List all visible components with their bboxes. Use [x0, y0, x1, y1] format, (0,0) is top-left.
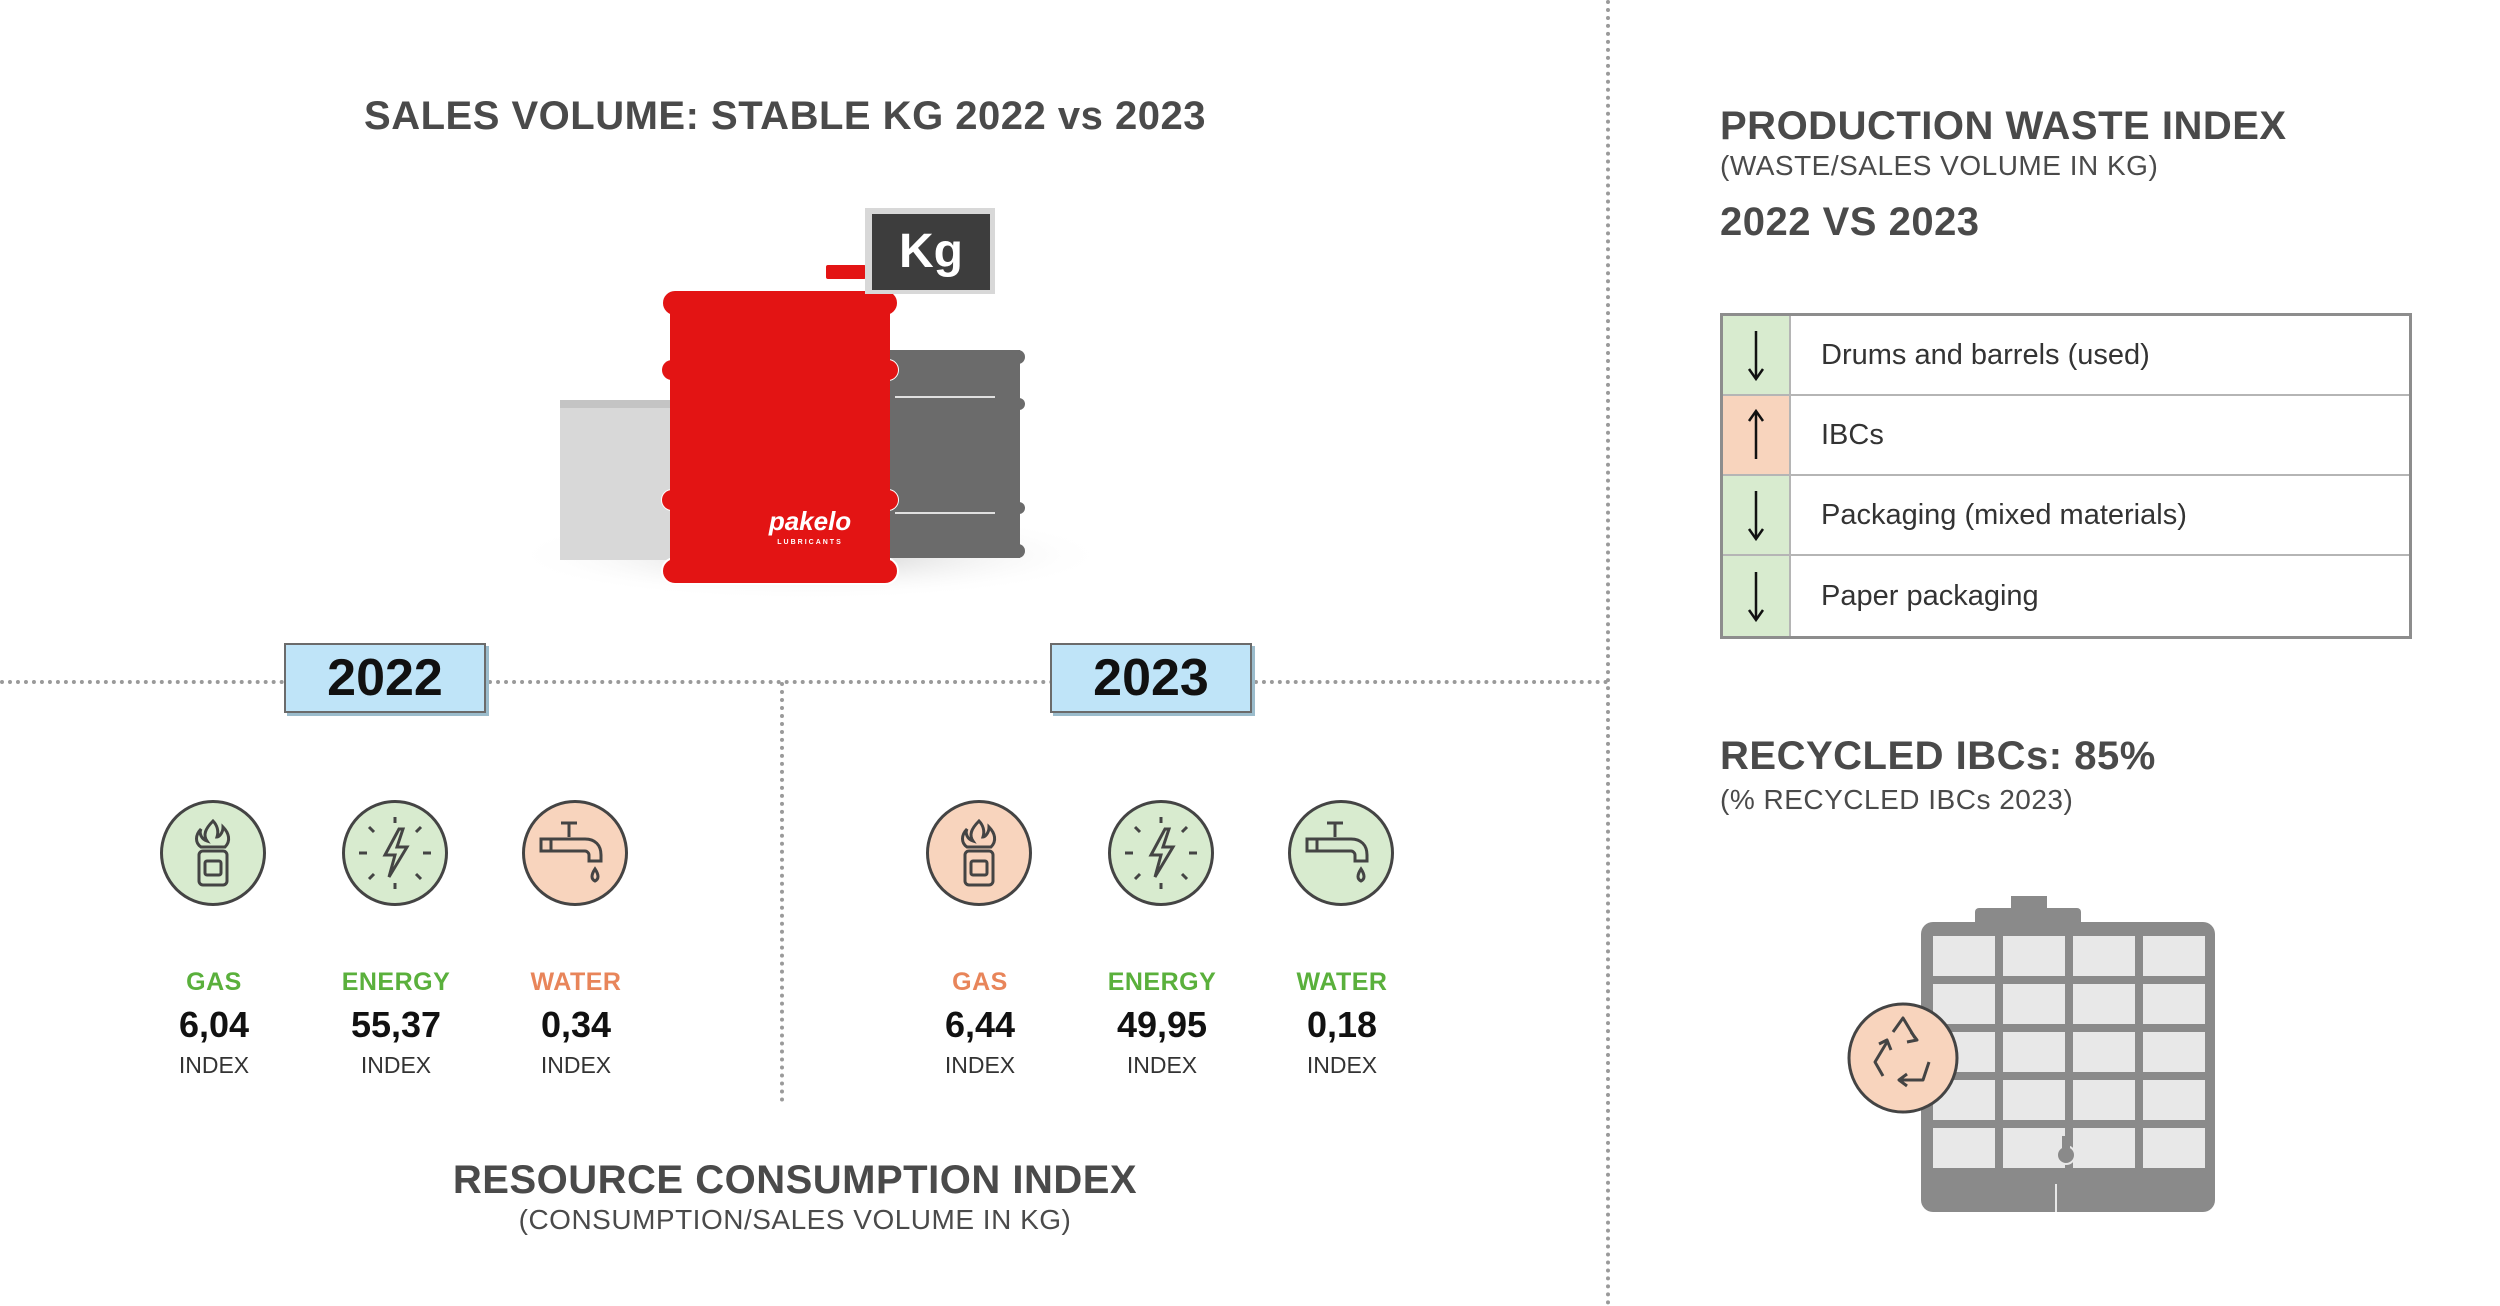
waste-title: PRODUCTION WASTE INDEX [1720, 104, 2287, 148]
waste-comparison: 2022 VS 2023 [1720, 200, 1980, 244]
brand-logo-text: pakelo [768, 506, 851, 536]
waste-subtitle: (WASTE/SALES VOLUME IN KG) [1720, 150, 2159, 181]
gas-icon [926, 800, 1032, 906]
water-value-2022: 0,34 [540, 1004, 612, 1045]
table-row: IBCs [1723, 396, 2409, 476]
lightning-icon [342, 800, 448, 906]
gas-index-2023: INDEX [944, 1052, 1016, 1078]
energy-index-2023: INDEX [1126, 1052, 1198, 1078]
water-index-2023: INDEX [1306, 1052, 1378, 1078]
vertical-divider-years [780, 682, 784, 1102]
gas-icon [160, 800, 266, 906]
arrow-down-icon [1723, 556, 1791, 636]
consumption-subtitle: (CONSUMPTION/SALES VOLUME IN KG) [518, 1204, 1072, 1235]
waste-table: Drums and barrels (used) IBCs Packaging … [1720, 313, 2412, 639]
recycled-subtitle: (% RECYCLED IBCs 2023) [1720, 784, 2074, 815]
horizontal-divider-right [1254, 680, 1608, 684]
arrow-up-icon [1723, 396, 1791, 474]
gas-index-2022: INDEX [178, 1052, 250, 1078]
waste-row-label: Paper packaging [1821, 579, 2039, 612]
energy-label-2023: ENERGY [1107, 968, 1217, 996]
energy-value-2022: 55,37 [350, 1004, 442, 1045]
energy-value-2023: 49,95 [1116, 1004, 1208, 1045]
waste-row-label: Drums and barrels (used) [1821, 338, 2150, 371]
table-row: Drums and barrels (used) [1723, 316, 2409, 396]
consumption-title: RESOURCE CONSUMPTION INDEX [452, 1158, 1138, 1202]
arrow-down-icon [1723, 476, 1791, 554]
gas-label-2022: GAS [186, 968, 242, 996]
horizontal-divider-middle [488, 680, 1054, 684]
table-row: Paper packaging [1723, 556, 2409, 636]
vertical-divider-main [1606, 0, 1610, 1306]
water-label-2022: WATER [530, 968, 622, 996]
water-index-2022: INDEX [540, 1052, 612, 1078]
arrow-down-icon [1723, 316, 1791, 394]
brand-logo-subtext: LUBRICANTS [777, 539, 843, 546]
energy-label-2022: ENERGY [341, 968, 451, 996]
kg-label: Kg [899, 225, 963, 278]
waste-row-label: IBCs [1821, 418, 1884, 451]
gas-value-2022: 6,04 [178, 1004, 250, 1045]
year-box-2023: 2023 [1050, 643, 1252, 713]
water-label-2023: WATER [1296, 968, 1388, 996]
lightning-icon [1108, 800, 1214, 906]
drums-illustration: Kg pakelo LUBRICANTS [510, 208, 1110, 600]
horizontal-divider-left [0, 680, 284, 684]
ibc-container-illustration [1847, 896, 2215, 1212]
energy-index-2022: INDEX [360, 1052, 432, 1078]
year-box-2022: 2022 [284, 643, 486, 713]
table-row: Packaging (mixed materials) [1723, 476, 2409, 556]
gas-label-2023: GAS [952, 968, 1008, 996]
water-tap-icon [1288, 800, 1394, 906]
water-tap-icon [522, 800, 628, 906]
recycled-title: RECYCLED IBCs: 85% [1720, 734, 2156, 778]
sales-volume-title: SALES VOLUME: STABLE KG 2022 vs 2023 [364, 94, 1206, 138]
waste-row-label: Packaging (mixed materials) [1821, 498, 2187, 531]
gas-value-2023: 6,44 [944, 1004, 1016, 1045]
water-value-2023: 0,18 [1306, 1004, 1378, 1045]
